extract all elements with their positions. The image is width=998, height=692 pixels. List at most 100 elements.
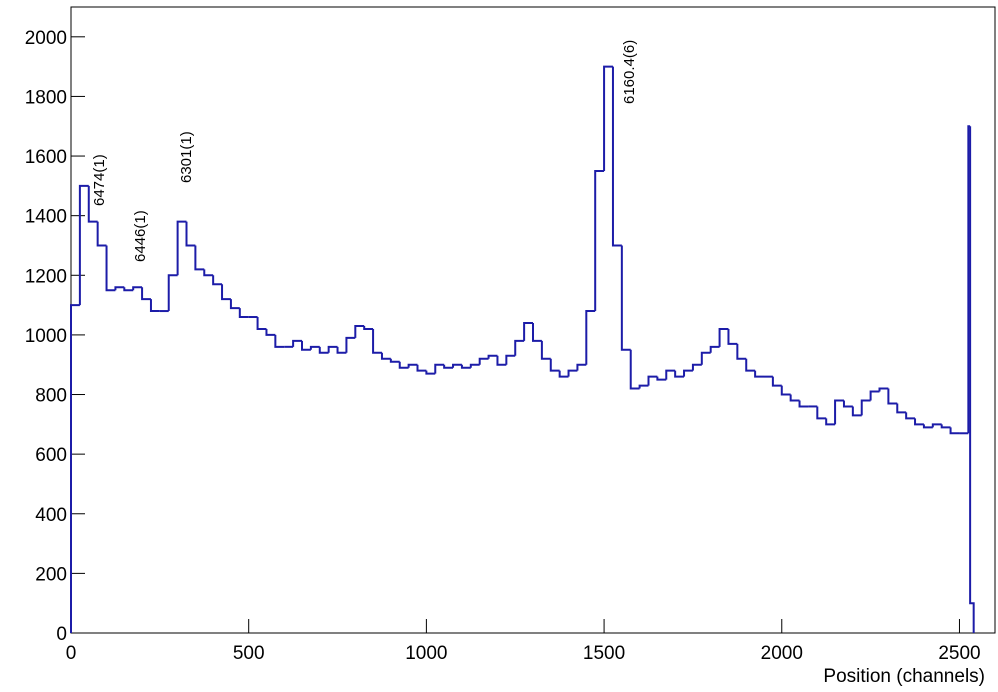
histogram-step bbox=[754, 370, 764, 378]
histogram-step bbox=[969, 126, 975, 633]
histogram-step bbox=[620, 245, 631, 351]
histogram-step bbox=[594, 169, 605, 312]
x-tick-label: 2500 bbox=[938, 643, 980, 664]
histogram-step bbox=[105, 245, 116, 292]
histogram-step bbox=[301, 340, 311, 351]
histogram-step bbox=[309, 345, 320, 350]
y-tick-label: 1800 bbox=[25, 87, 67, 108]
histogram-step bbox=[363, 325, 374, 330]
histogram-step bbox=[878, 387, 889, 392]
histogram-step bbox=[834, 399, 844, 425]
histogram-step bbox=[167, 274, 178, 312]
histogram-step bbox=[656, 376, 667, 381]
histogram-step bbox=[70, 304, 80, 633]
histogram-step bbox=[887, 388, 898, 405]
y-tick-label: 1600 bbox=[25, 147, 67, 168]
histogram-step bbox=[816, 406, 827, 420]
histogram-step bbox=[372, 328, 382, 354]
histogram-step bbox=[949, 427, 960, 435]
histogram-step bbox=[700, 351, 711, 365]
histogram-step bbox=[487, 354, 498, 359]
histogram-step bbox=[558, 370, 569, 378]
histogram-step bbox=[318, 346, 329, 354]
histogram-step bbox=[611, 66, 622, 247]
histogram-step bbox=[567, 369, 578, 377]
histogram-step bbox=[674, 370, 685, 378]
histogram-step bbox=[896, 403, 907, 414]
histogram-step bbox=[434, 363, 445, 374]
histogram-step bbox=[469, 363, 480, 368]
x-axis-label: Position (channels) bbox=[823, 666, 985, 687]
histogram-step bbox=[665, 369, 676, 380]
histogram-step bbox=[922, 424, 933, 429]
histogram-step bbox=[443, 364, 454, 369]
histogram-step bbox=[132, 286, 143, 291]
y-tick-label: 1400 bbox=[25, 207, 67, 228]
histogram-step bbox=[647, 375, 658, 386]
histogram-step bbox=[718, 327, 729, 347]
peak-annotation: 6301(1) bbox=[178, 131, 195, 183]
x-tick-label: 1000 bbox=[405, 643, 447, 664]
histogram-step bbox=[869, 390, 880, 401]
y-tick-label: 200 bbox=[35, 564, 67, 585]
histogram-step bbox=[798, 400, 809, 408]
histogram-step bbox=[141, 287, 151, 301]
y-tick-label: 600 bbox=[35, 445, 67, 466]
histogram-step bbox=[549, 358, 560, 372]
histogram-step bbox=[914, 418, 924, 426]
histogram-step bbox=[336, 346, 347, 354]
histogram-step bbox=[745, 358, 756, 372]
histogram-step bbox=[940, 424, 951, 429]
histogram-step bbox=[416, 364, 427, 372]
histogram-step bbox=[825, 418, 836, 426]
histogram-step bbox=[452, 363, 462, 368]
histogram-step bbox=[87, 185, 98, 223]
histogram-step bbox=[736, 343, 747, 360]
histogram-step bbox=[460, 364, 471, 369]
peak-annotation: 6446(1) bbox=[132, 210, 149, 262]
histogram-step bbox=[265, 328, 276, 336]
histogram-step bbox=[585, 310, 596, 365]
y-tick-label: 2000 bbox=[25, 28, 67, 49]
histogram-step bbox=[96, 221, 107, 247]
histogram-step bbox=[229, 299, 240, 310]
histogram-step bbox=[123, 287, 134, 292]
histogram-step bbox=[354, 324, 365, 338]
y-tick-label: 800 bbox=[35, 386, 67, 407]
histogram-step bbox=[931, 423, 942, 428]
histogram-step bbox=[860, 399, 871, 416]
histogram-step bbox=[789, 394, 800, 402]
histogram-step bbox=[256, 317, 267, 330]
histogram-step bbox=[532, 322, 542, 342]
histogram-step bbox=[292, 339, 302, 347]
histogram-step bbox=[398, 361, 409, 369]
histogram-step bbox=[114, 286, 125, 291]
histogram-step bbox=[238, 308, 249, 319]
histogram-step bbox=[478, 357, 489, 365]
peak-annotation: 6474(1) bbox=[91, 154, 108, 206]
plot-frame bbox=[70, 6, 996, 634]
histogram-step bbox=[425, 370, 436, 375]
histogram-step bbox=[149, 299, 160, 313]
y-tick-label: 1000 bbox=[25, 326, 67, 347]
histogram-step bbox=[221, 284, 231, 301]
x-tick-label: 2000 bbox=[761, 643, 803, 664]
x-tick-label: 1500 bbox=[583, 643, 625, 664]
histogram-step bbox=[514, 339, 525, 356]
histogram-step bbox=[78, 184, 89, 306]
x-tick-label: 500 bbox=[233, 643, 265, 664]
histogram-step bbox=[389, 358, 400, 363]
histogram-step bbox=[842, 400, 853, 408]
histogram-step bbox=[345, 336, 356, 353]
histogram-step bbox=[523, 321, 533, 341]
histogram-step bbox=[576, 363, 587, 371]
histogram-step bbox=[380, 352, 391, 360]
histogram-step bbox=[967, 125, 971, 434]
histogram-step bbox=[603, 65, 613, 171]
histogram-step bbox=[851, 406, 862, 417]
histogram-step bbox=[691, 363, 702, 371]
histogram-step bbox=[780, 385, 791, 396]
histogram-step bbox=[771, 376, 782, 387]
histogram-step bbox=[496, 355, 507, 366]
